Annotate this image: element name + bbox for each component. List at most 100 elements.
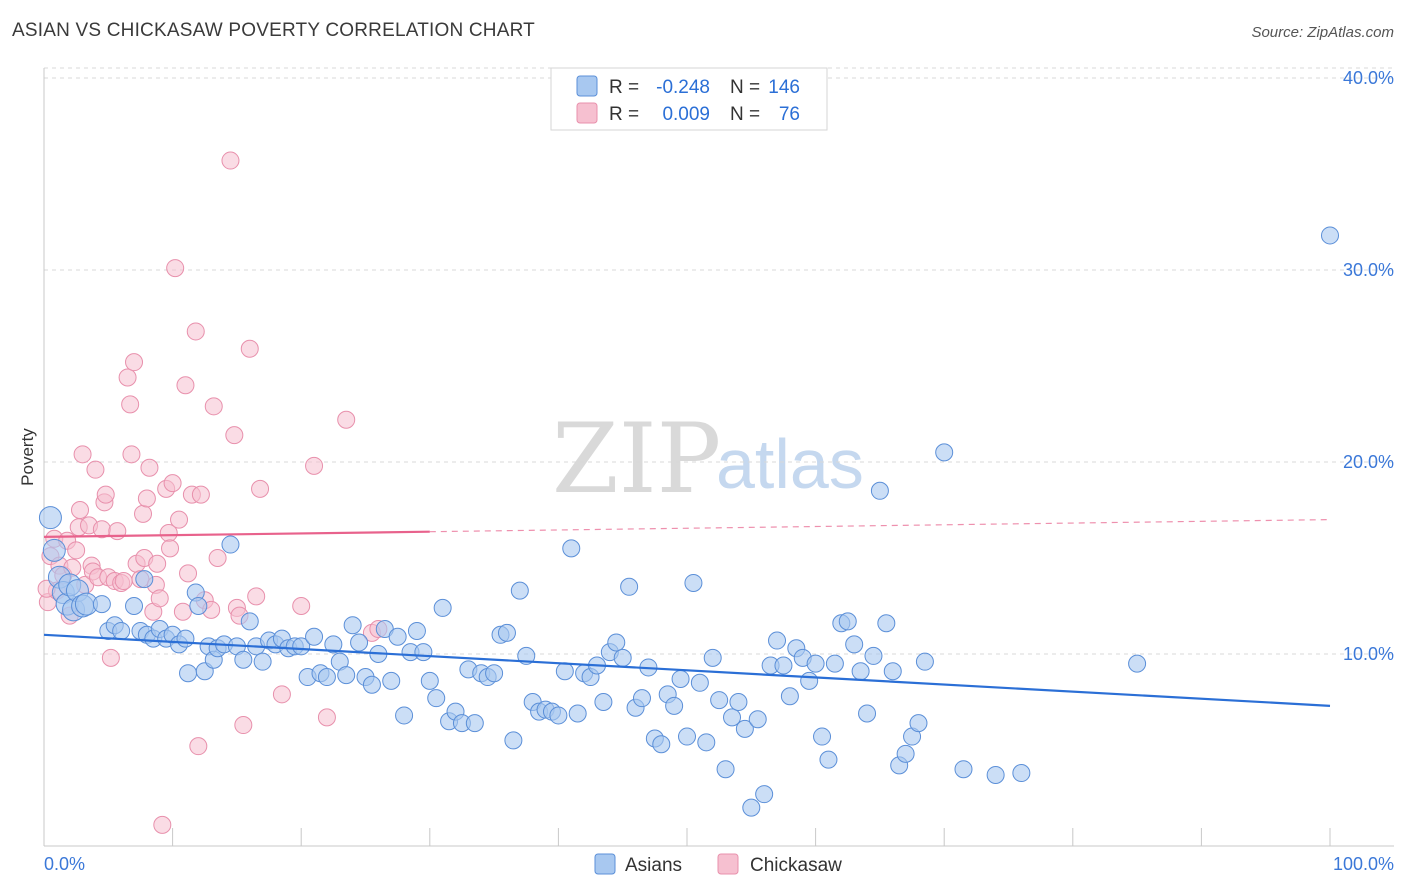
chickasaw-point [86, 460, 105, 479]
chickasaw-point [134, 504, 153, 523]
chickasaw-point [121, 395, 140, 414]
asian-point [324, 635, 343, 654]
x-tick-label-max: 100.0% [1333, 854, 1394, 874]
chickasaw-point [221, 151, 240, 170]
asian-point [813, 727, 832, 746]
trend-lines [43, 519, 1331, 707]
asian-point [362, 675, 381, 694]
asian-point [806, 654, 825, 673]
x-axis-ticks [43, 828, 1331, 846]
chickasaw-point [173, 602, 192, 621]
asian-point [176, 629, 195, 648]
asian-point [1012, 764, 1031, 783]
asian-point [877, 614, 896, 633]
asian-point [343, 616, 362, 635]
asian-point [221, 535, 240, 554]
chickasaw-point [204, 397, 223, 416]
chickasaw-point [208, 549, 227, 567]
stats-box: R = -0.248 N = 146 R = 0.009 N = 76 [550, 67, 828, 131]
asian-point [768, 631, 787, 650]
chickasaw-r-label: R = [609, 104, 639, 125]
chickasaw-point [272, 685, 291, 704]
asian-point [800, 671, 819, 690]
legend-asians-swatch [594, 853, 616, 875]
gridlines [44, 67, 1394, 655]
asian-point [935, 443, 954, 462]
chickasaw-trend-line [43, 530, 430, 538]
chickasaw-point [240, 339, 259, 358]
asian-point [678, 727, 696, 746]
watermark-zip: ZIP [552, 403, 721, 515]
asian-point [723, 708, 742, 727]
asian-n-value: 146 [768, 77, 800, 98]
asian-point [825, 654, 844, 673]
asian-point [742, 798, 761, 817]
y-tick-label-30: 30.0% [1343, 260, 1394, 280]
chickasaw-points [37, 151, 388, 834]
asian-point [42, 538, 66, 562]
chickasaw-n-value: 76 [779, 104, 800, 125]
watermark-atlas: atlas [716, 425, 864, 503]
asian-point [864, 646, 883, 665]
asian-point [819, 750, 838, 769]
chickasaw-point [163, 474, 182, 493]
asian-point [954, 760, 973, 779]
asian-point [748, 710, 767, 729]
chickasaw-point [153, 815, 172, 834]
chickasaw-point [191, 485, 210, 504]
asian-point [388, 627, 407, 646]
asian-point [510, 581, 529, 600]
asian-point [562, 539, 581, 558]
chickasaw-point [225, 426, 244, 445]
asian-point [845, 635, 864, 654]
asian-point [915, 652, 934, 671]
chickasaw-point [305, 456, 324, 475]
y-axis-label: Poverty [18, 428, 37, 486]
chickasaw-trend-extension [429, 519, 1331, 533]
chickasaw-point [101, 648, 120, 667]
asian-point [427, 689, 446, 708]
asian-stats-swatch [576, 75, 598, 97]
asian-point [665, 696, 684, 715]
asian-n-label: N = [730, 77, 760, 98]
asian-point [896, 744, 915, 763]
asian-point [568, 704, 587, 723]
source-credit: Source: ZipAtlas.com [1251, 24, 1394, 41]
asian-point [838, 612, 857, 631]
chickasaw-point [179, 564, 198, 583]
asian-points [38, 226, 1339, 817]
asian-point [607, 633, 626, 652]
y-tick-label-40: 40.0% [1343, 68, 1394, 88]
chickasaw-point [186, 322, 205, 341]
chickasaw-point [150, 589, 169, 608]
chickasaw-point [161, 539, 180, 558]
asian-point [179, 664, 198, 683]
asian-point [851, 662, 870, 681]
legend: Asians Chickasaw [594, 853, 842, 876]
asian-point [684, 573, 703, 592]
chickasaw-point [189, 737, 208, 756]
chickasaw-point [73, 445, 92, 464]
asian-point [774, 656, 793, 675]
chickasaw-n-label: N = [730, 104, 760, 125]
chickasaw-point [122, 445, 141, 464]
asian-point [497, 623, 516, 642]
asian-point [735, 719, 754, 738]
asian-point [504, 731, 523, 750]
asian-point [420, 671, 439, 690]
asian-point [337, 666, 356, 685]
asian-point [234, 650, 253, 669]
chickasaw-point [337, 410, 356, 429]
chickasaw-point [292, 597, 311, 615]
asian-point [710, 691, 729, 710]
chickasaw-point [118, 368, 137, 387]
chickasaw-point [176, 376, 195, 395]
asian-point [652, 735, 671, 754]
asian-point [395, 706, 414, 725]
chickasaw-point [140, 458, 159, 477]
asian-point [716, 760, 735, 779]
asian-point [253, 652, 272, 671]
chickasaw-r-value: 0.009 [662, 104, 710, 125]
asian-point [1321, 226, 1339, 245]
asian-point [632, 689, 651, 708]
